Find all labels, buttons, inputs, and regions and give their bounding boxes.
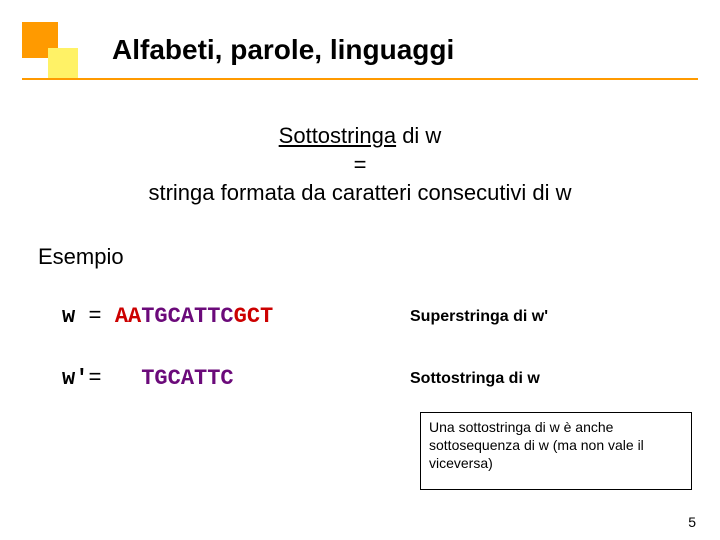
yellow-square — [48, 48, 78, 78]
definition-rest1: di w — [396, 123, 441, 148]
slide-title: Alfabeti, parole, linguaggi — [112, 34, 454, 66]
w-post: GCT — [234, 304, 274, 329]
note-box: Una sottostringa di w è anche sottoseque… — [420, 412, 692, 490]
w-var: w — [62, 304, 88, 329]
page-number: 5 — [688, 514, 696, 530]
w-pre: AA — [115, 304, 141, 329]
w-eq: = — [88, 304, 114, 329]
sottostringa-label: Sottostringa di w — [410, 370, 540, 388]
wprime-eq: = — [88, 366, 141, 391]
example-heading: Esempio — [38, 244, 124, 270]
definition-eq: = — [354, 152, 367, 177]
title-underline — [22, 78, 698, 80]
definition-block: Sottostringa di w = stringa formata da c… — [0, 122, 720, 208]
superstringa-label: Superstringa di w' — [410, 308, 548, 326]
wprime-mid: TGCATTC — [141, 366, 233, 391]
wprime-sequence: TGCATTC — [141, 366, 233, 391]
w-sequence: AATGCATTCGCT — [115, 304, 273, 329]
wprime-var: w' — [62, 366, 88, 391]
decorative-squares — [22, 22, 78, 78]
definition-term: Sottostringa — [279, 123, 396, 148]
sequence-row-w: w = AATGCATTCGCT — [62, 304, 273, 329]
definition-line3: stringa formata da caratteri consecutivi… — [148, 180, 571, 205]
w-mid: TGCATTC — [141, 304, 233, 329]
sequence-row-wprime: w' = TGCATTC — [62, 366, 234, 391]
